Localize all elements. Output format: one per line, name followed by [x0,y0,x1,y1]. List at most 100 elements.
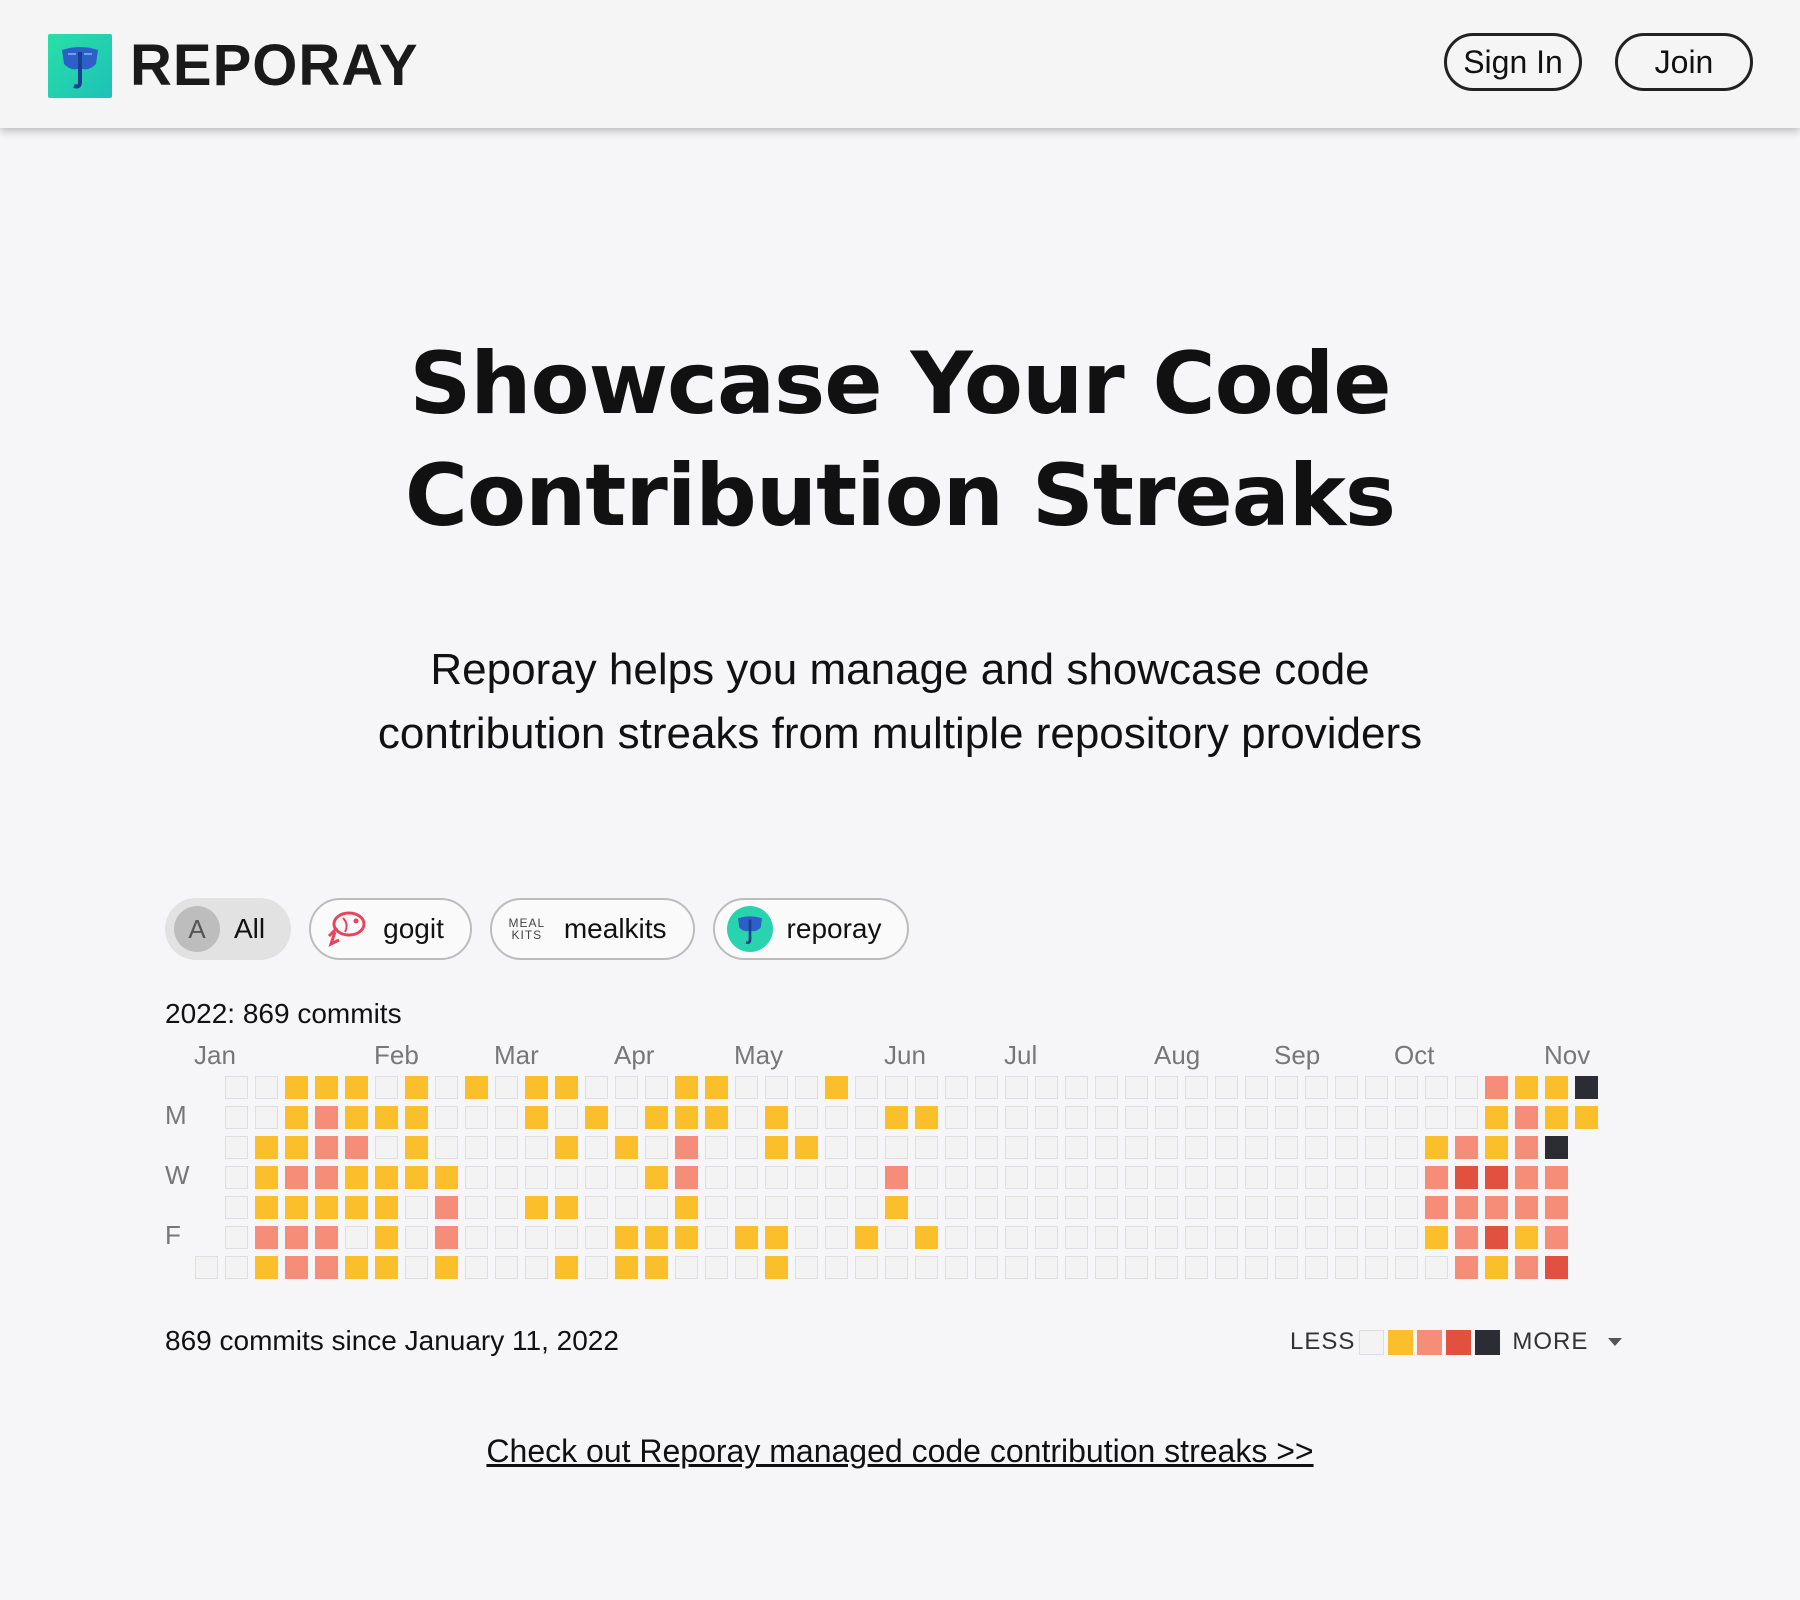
calendar-day-cell[interactable] [1005,1076,1028,1099]
calendar-day-cell[interactable] [1425,1106,1448,1129]
calendar-day-cell[interactable] [1155,1256,1178,1279]
calendar-day-cell[interactable] [255,1226,278,1249]
calendar-day-cell[interactable] [345,1226,368,1249]
calendar-day-cell[interactable] [465,1226,488,1249]
calendar-day-cell[interactable] [1395,1076,1418,1099]
calendar-day-cell[interactable] [1515,1106,1538,1129]
calendar-day-cell[interactable] [585,1166,608,1189]
calendar-day-cell[interactable] [555,1226,578,1249]
calendar-day-cell[interactable] [885,1256,908,1279]
calendar-day-cell[interactable] [1035,1166,1058,1189]
calendar-day-cell[interactable] [1125,1256,1148,1279]
calendar-day-cell[interactable] [765,1076,788,1099]
calendar-day-cell[interactable] [615,1166,638,1189]
calendar-day-cell[interactable] [435,1106,458,1129]
calendar-day-cell[interactable] [1125,1196,1148,1219]
calendar-day-cell[interactable] [855,1166,878,1189]
calendar-day-cell[interactable] [225,1166,248,1189]
filter-chip-mealkits[interactable]: MEAL KITS mealkits [489,898,695,960]
calendar-day-cell[interactable] [1455,1226,1478,1249]
calendar-day-cell[interactable] [1005,1196,1028,1219]
calendar-day-cell[interactable] [1245,1196,1268,1219]
calendar-day-cell[interactable] [1485,1076,1508,1099]
calendar-day-cell[interactable] [405,1106,428,1129]
calendar-day-cell[interactable] [1125,1166,1148,1189]
calendar-day-cell[interactable] [735,1166,758,1189]
calendar-day-cell[interactable] [1065,1136,1088,1159]
calendar-day-cell[interactable] [975,1106,998,1129]
calendar-day-cell[interactable] [405,1166,428,1189]
filter-chip-all[interactable]: A All [165,898,292,960]
calendar-day-cell[interactable] [1035,1256,1058,1279]
calendar-day-cell[interactable] [495,1136,518,1159]
calendar-day-cell[interactable] [915,1226,938,1249]
calendar-day-cell[interactable] [1545,1136,1568,1159]
calendar-day-cell[interactable] [1515,1256,1538,1279]
calendar-day-cell[interactable] [1515,1226,1538,1249]
calendar-day-cell[interactable] [1185,1136,1208,1159]
calendar-day-cell[interactable] [1245,1136,1268,1159]
brand-logo-link[interactable]: REPORAY [48,32,419,99]
calendar-day-cell[interactable] [705,1226,728,1249]
calendar-day-cell[interactable] [975,1196,998,1219]
calendar-day-cell[interactable] [765,1226,788,1249]
calendar-day-cell[interactable] [255,1076,278,1099]
calendar-day-cell[interactable] [285,1106,308,1129]
calendar-day-cell[interactable] [285,1226,308,1249]
calendar-day-cell[interactable] [585,1226,608,1249]
calendar-day-cell[interactable] [315,1166,338,1189]
calendar-day-cell[interactable] [525,1196,548,1219]
calendar-day-cell[interactable] [1275,1136,1298,1159]
calendar-day-cell[interactable] [1515,1076,1538,1099]
calendar-day-cell[interactable] [705,1256,728,1279]
calendar-day-cell[interactable] [1095,1196,1118,1219]
calendar-day-cell[interactable] [1455,1166,1478,1189]
calendar-day-cell[interactable] [795,1076,818,1099]
calendar-day-cell[interactable] [555,1106,578,1129]
showcase-streaks-link[interactable]: Check out Reporay managed code contribut… [486,1433,1314,1469]
calendar-day-cell[interactable] [1575,1076,1598,1099]
calendar-day-cell[interactable] [465,1076,488,1099]
join-button[interactable]: Join [1615,33,1753,91]
calendar-day-cell[interactable] [1155,1106,1178,1129]
calendar-day-cell[interactable] [1275,1226,1298,1249]
calendar-day-cell[interactable] [1215,1196,1238,1219]
calendar-day-cell[interactable] [825,1196,848,1219]
calendar-day-cell[interactable] [855,1136,878,1159]
calendar-day-cell[interactable] [1185,1166,1208,1189]
calendar-day-cell[interactable] [795,1136,818,1159]
calendar-day-cell[interactable] [585,1136,608,1159]
calendar-day-cell[interactable] [975,1256,998,1279]
calendar-day-cell[interactable] [555,1166,578,1189]
calendar-day-cell[interactable] [495,1106,518,1129]
calendar-day-cell[interactable] [435,1256,458,1279]
calendar-day-cell[interactable] [225,1256,248,1279]
calendar-day-cell[interactable] [675,1076,698,1099]
calendar-day-cell[interactable] [1065,1166,1088,1189]
calendar-day-cell[interactable] [705,1196,728,1219]
calendar-day-cell[interactable] [765,1166,788,1189]
calendar-day-cell[interactable] [1395,1196,1418,1219]
calendar-day-cell[interactable] [645,1106,668,1129]
calendar-day-cell[interactable] [525,1166,548,1189]
calendar-day-cell[interactable] [255,1136,278,1159]
calendar-day-cell[interactable] [1395,1106,1418,1129]
calendar-day-cell[interactable] [735,1136,758,1159]
calendar-day-cell[interactable] [1335,1166,1358,1189]
calendar-day-cell[interactable] [1185,1106,1208,1129]
calendar-day-cell[interactable] [1365,1076,1388,1099]
calendar-day-cell[interactable] [405,1076,428,1099]
calendar-day-cell[interactable] [1065,1196,1088,1219]
calendar-day-cell[interactable] [375,1166,398,1189]
calendar-day-cell[interactable] [1515,1196,1538,1219]
calendar-day-cell[interactable] [315,1076,338,1099]
calendar-day-cell[interactable] [615,1196,638,1219]
calendar-day-cell[interactable] [1215,1166,1238,1189]
calendar-day-cell[interactable] [1095,1136,1118,1159]
calendar-day-cell[interactable] [1215,1136,1238,1159]
calendar-day-cell[interactable] [1335,1226,1358,1249]
calendar-day-cell[interactable] [345,1136,368,1159]
calendar-day-cell[interactable] [615,1076,638,1099]
calendar-day-cell[interactable] [1095,1166,1118,1189]
calendar-day-cell[interactable] [1035,1226,1058,1249]
